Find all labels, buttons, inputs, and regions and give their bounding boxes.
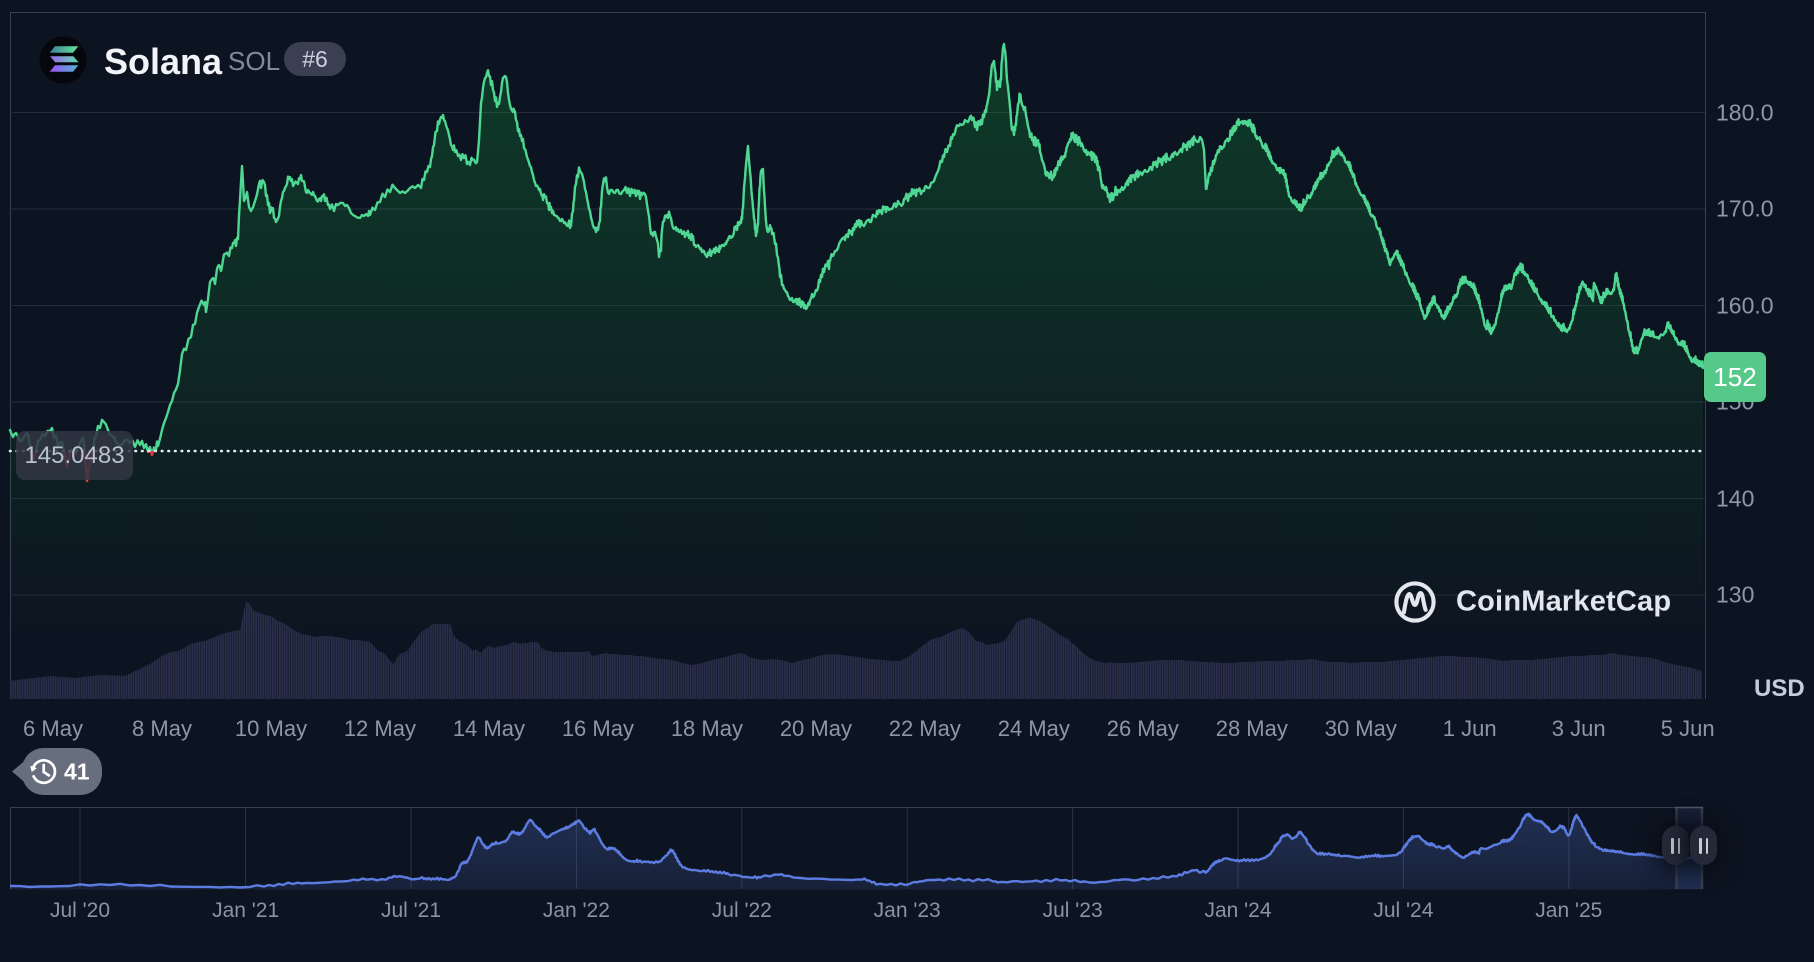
svg-text:41: 41 (64, 759, 90, 785)
